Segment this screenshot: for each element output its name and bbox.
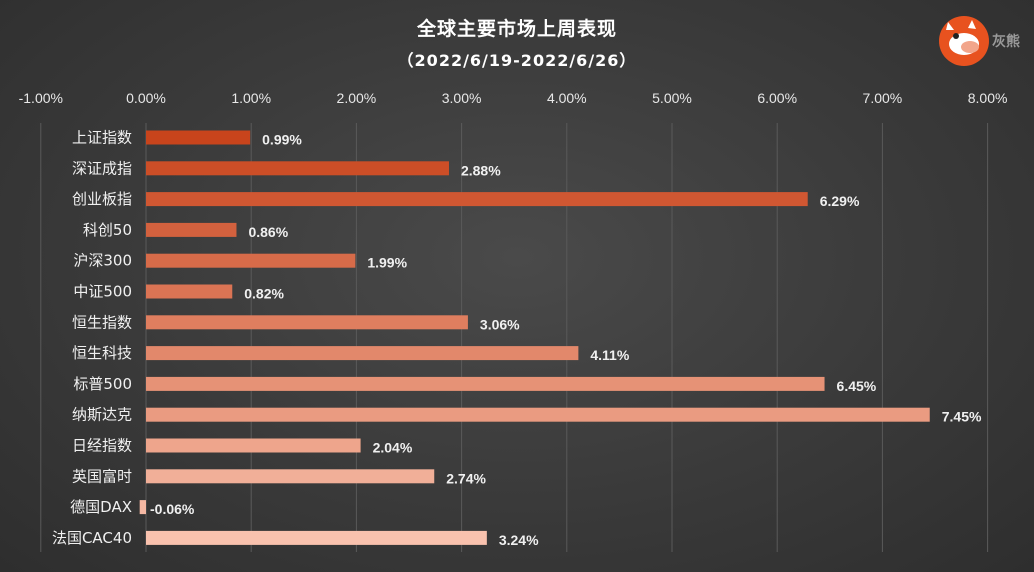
x-tick-label: 0.00% xyxy=(126,90,166,106)
x-tick-label: 3.00% xyxy=(442,90,482,106)
cartoon-horse-head-icon xyxy=(939,16,989,66)
value-label: 2.74% xyxy=(446,470,486,486)
x-tick-label: 4.00% xyxy=(547,90,587,106)
value-labels: 0.99% 2.88% 6.29% 0.86% 1.99% 0.82% 3.06% 4.11%… xyxy=(150,132,982,548)
bar xyxy=(146,346,579,361)
chart-title: 全球主要市场上周表现 xyxy=(416,18,617,40)
bars xyxy=(139,130,930,545)
category-label: 沪深300 xyxy=(73,252,132,270)
category-label: 恒生指数 xyxy=(72,313,132,331)
category-label: 德国DAX xyxy=(70,498,132,516)
value-label: 3.06% xyxy=(480,316,520,332)
bar xyxy=(146,469,435,484)
bar xyxy=(146,253,356,268)
value-label: 7.45% xyxy=(942,409,982,425)
category-label: 纳斯达克 xyxy=(72,406,132,424)
value-label: 0.82% xyxy=(244,286,284,302)
category-label: 上证指数 xyxy=(72,129,132,147)
category-label: 英国富时 xyxy=(72,467,132,485)
bar xyxy=(146,438,361,453)
value-label: 6.45% xyxy=(837,378,877,394)
value-label: 2.88% xyxy=(461,162,501,178)
bar xyxy=(146,192,808,207)
bar xyxy=(146,407,930,422)
x-tick-label: 7.00% xyxy=(863,90,903,106)
gridlines xyxy=(40,123,989,552)
bar xyxy=(146,284,233,299)
value-label: 3.24% xyxy=(499,532,539,548)
value-label: 6.29% xyxy=(820,193,860,209)
x-tick-label: 5.00% xyxy=(652,90,692,106)
bar xyxy=(146,376,825,391)
brand-logo: 灰熊 xyxy=(939,16,1020,66)
bar xyxy=(146,222,237,237)
x-tick-label: -1.00% xyxy=(19,90,63,106)
category-label: 标普500 xyxy=(73,375,132,393)
x-tick-label: 8.00% xyxy=(968,90,1008,106)
category-label: 创业板指 xyxy=(72,190,132,208)
x-tick-label: 6.00% xyxy=(757,90,797,106)
x-tick-label: 2.00% xyxy=(337,90,377,106)
value-label: 4.11% xyxy=(590,347,629,363)
bar xyxy=(146,130,251,145)
bar xyxy=(146,315,468,330)
chart-subtitle: （2022/6/19-2022/6/26） xyxy=(397,51,637,70)
value-label: 1.99% xyxy=(367,255,407,271)
value-label: 0.86% xyxy=(248,224,288,240)
category-label: 法国CAC40 xyxy=(52,529,132,547)
value-label: 0.99% xyxy=(262,132,302,148)
x-axis-tick-labels: -1.00% 0.00% 1.00% 2.00% 3.00% 4.00% 5.00% 6.00… xyxy=(19,90,1008,106)
logo-text: 灰熊 xyxy=(992,33,1020,50)
category-label: 深证成指 xyxy=(72,159,132,177)
bar xyxy=(146,161,449,176)
value-label: -0.06% xyxy=(150,501,195,517)
bar xyxy=(146,530,487,545)
bar xyxy=(139,500,146,515)
value-label: 2.04% xyxy=(373,440,413,456)
category-label: 恒生科技 xyxy=(72,344,132,362)
x-tick-label: 1.00% xyxy=(231,90,271,106)
category-label: 科创50 xyxy=(83,221,132,239)
category-label: 中证500 xyxy=(73,283,132,301)
category-label: 日经指数 xyxy=(72,437,132,455)
